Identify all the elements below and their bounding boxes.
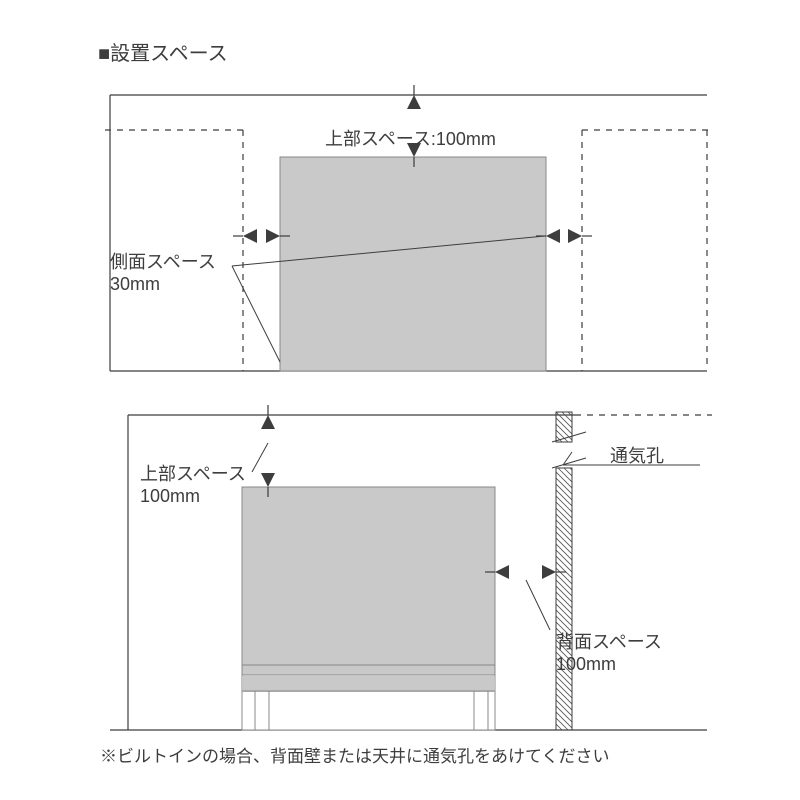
footnote: ※ビルトインの場合、背面壁または天井に通気孔をあけてください <box>100 747 610 766</box>
appliance-side-view <box>242 487 495 675</box>
side-space-label-2: 30mm <box>110 274 160 294</box>
side-space-label-1: 側面スペース <box>110 252 216 272</box>
top-space-label-side-2: 100mm <box>140 486 200 506</box>
back-space-label-2: 100mm <box>556 654 616 674</box>
back-space-label-1: 背面スペース <box>556 632 662 652</box>
top-space-marker <box>407 85 421 167</box>
top-view-diagram: 上部スペース:100mm 側面スペース30mm <box>105 85 712 371</box>
back-space-marker <box>485 565 566 579</box>
appliance-top-view <box>280 157 546 371</box>
top-space-label-side-1: 上部スペース <box>140 464 246 484</box>
section-title: ■設置スペース <box>98 42 228 65</box>
side-view-diagram: 上部スペース100mm通気孔背面スペース100mm <box>110 405 800 730</box>
vent-label: 通気孔 <box>610 446 664 466</box>
top-space-label: 上部スペース:100mm <box>325 129 496 149</box>
